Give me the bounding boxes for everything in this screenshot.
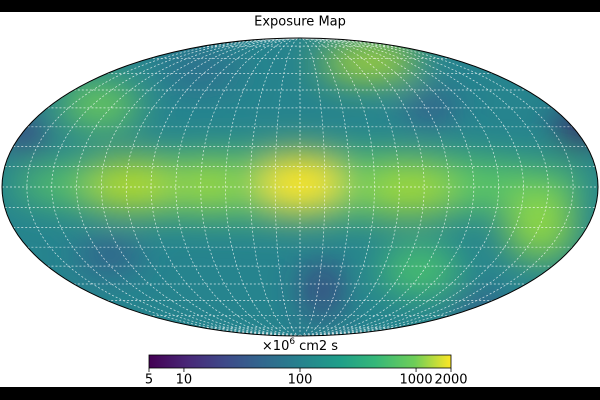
bottom-band bbox=[0, 387, 600, 400]
graticule-meridian bbox=[150, 38, 301, 336]
colorbar-tick-label: 1000 bbox=[400, 373, 433, 388]
map-outline bbox=[1, 37, 599, 337]
graticule-meridian bbox=[225, 38, 301, 336]
colorbar-tick-label: 5 bbox=[145, 373, 153, 388]
graticule-meridian bbox=[299, 38, 475, 336]
graticule-meridian bbox=[274, 38, 301, 336]
graticule-meridian bbox=[249, 38, 301, 336]
graticule-meridian bbox=[299, 38, 574, 336]
graticule-meridian bbox=[76, 38, 301, 336]
chart-title: Exposure Map bbox=[254, 15, 346, 30]
top-band bbox=[0, 0, 600, 12]
graticule-meridian bbox=[299, 38, 524, 336]
graticule-meridian bbox=[100, 38, 301, 336]
graticule-meridian bbox=[299, 38, 351, 336]
graticule-meridian bbox=[299, 38, 326, 336]
colorbar-tick-label: 10 bbox=[176, 373, 193, 388]
colorbar-label: ×106 cm2 s bbox=[262, 337, 338, 354]
colorbar-tick-label: 100 bbox=[288, 373, 313, 388]
graticule-meridian bbox=[200, 38, 301, 336]
colorbar-tick-label: 2000 bbox=[434, 373, 467, 388]
graticule-meridian bbox=[299, 38, 549, 336]
graticule-meridian bbox=[125, 38, 301, 336]
graticule-meridian bbox=[299, 38, 400, 336]
graticule-meridian bbox=[26, 38, 301, 336]
sky-map bbox=[2, 38, 598, 336]
colorbar bbox=[148, 354, 452, 369]
graticule-meridian bbox=[299, 38, 450, 336]
graticule-meridian bbox=[299, 38, 500, 336]
graticule-meridian bbox=[299, 38, 375, 336]
graticule-meridian bbox=[51, 38, 301, 336]
